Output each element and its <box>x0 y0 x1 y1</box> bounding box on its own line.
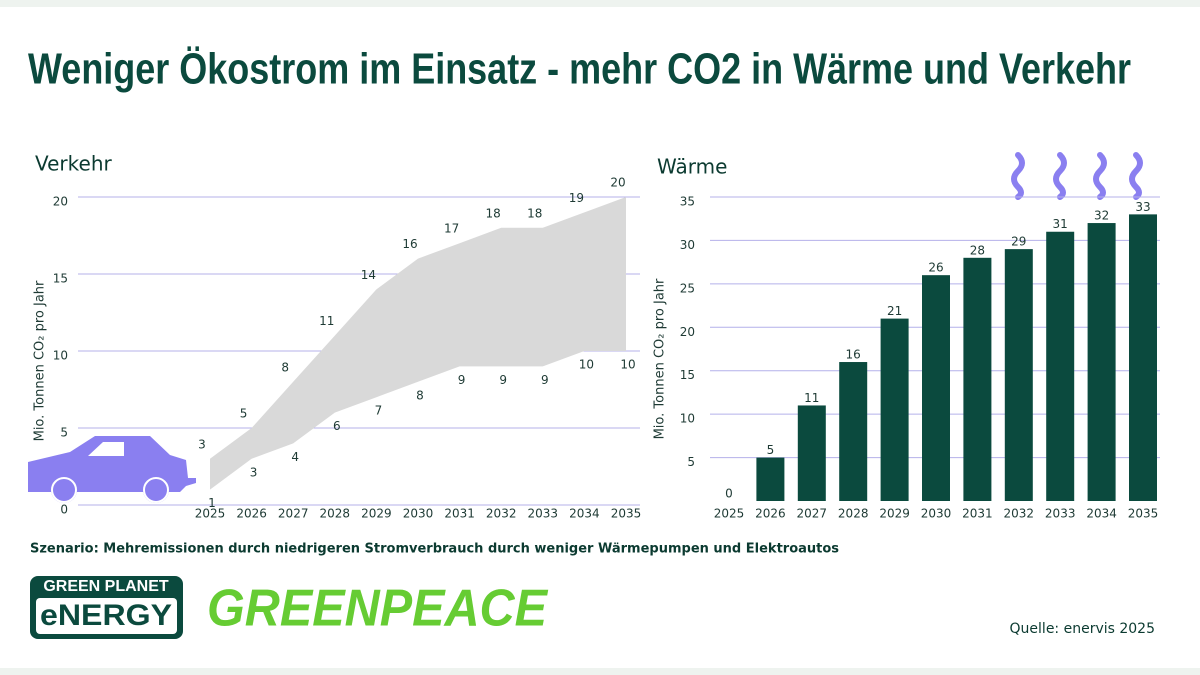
x-tick-label: 2033 <box>1045 507 1076 521</box>
bar <box>922 275 950 501</box>
data-label: 14 <box>361 268 376 282</box>
page-title: Weniger Ökostrom im Einsatz - mehr CO2 i… <box>28 45 1131 94</box>
y-tick-label: 15 <box>680 368 695 382</box>
data-label: 20 <box>610 176 625 190</box>
bar <box>797 405 826 501</box>
chart-title: Verkehr <box>35 152 113 176</box>
data-label: 0 <box>725 487 733 501</box>
logo-text: GREEN PLANET <box>43 578 169 595</box>
x-tick-label: 2032 <box>1004 507 1035 521</box>
data-label: 7 <box>375 404 383 418</box>
data-label: 10 <box>620 358 635 372</box>
car-icon <box>28 436 196 503</box>
y-axis-label: Mio. Tonnen CO₂ pro Jahr <box>653 278 668 439</box>
data-label: 11 <box>319 314 334 328</box>
data-label: 10 <box>579 358 594 372</box>
green-planet-energy-logo: GREEN PLANET eNERGY <box>30 576 183 639</box>
data-label: 21 <box>887 304 902 318</box>
x-tick-label: 2035 <box>611 507 642 521</box>
bar <box>839 362 868 501</box>
x-tick-label: 2033 <box>528 507 559 521</box>
bar <box>1129 214 1157 501</box>
data-label: 32 <box>1094 209 1109 223</box>
steam-icons <box>1011 152 1143 200</box>
x-tick-label: 2030 <box>403 507 434 521</box>
data-label: 33 <box>1135 200 1150 214</box>
data-label: 29 <box>1011 235 1026 249</box>
y-tick-label: 0 <box>60 503 68 517</box>
x-tick-label: 2031 <box>962 507 993 521</box>
x-tick-label: 2025 <box>714 507 745 521</box>
x-tick-label: 2028 <box>320 507 351 521</box>
data-label: 31 <box>1053 217 1068 231</box>
bar <box>756 457 785 501</box>
x-tick-label: 2034 <box>1086 507 1117 521</box>
bar <box>1087 223 1116 502</box>
data-label: 16 <box>402 237 417 251</box>
data-label: 5 <box>240 407 248 421</box>
data-label: 16 <box>846 348 861 362</box>
data-label: 8 <box>416 388 424 402</box>
bar <box>963 257 992 501</box>
y-tick-label: 25 <box>680 281 695 295</box>
x-tick-label: 2031 <box>444 507 475 521</box>
y-tick-label: 5 <box>60 426 68 440</box>
x-tick-label: 2026 <box>236 507 267 521</box>
y-tick-label: 10 <box>53 349 68 363</box>
data-label: 26 <box>928 261 943 275</box>
y-axis-label: Mio. Tonnen CO₂ pro Jahr <box>33 280 48 441</box>
top-band <box>0 0 1200 7</box>
x-tick-label: 2027 <box>278 507 309 521</box>
y-tick-label: 30 <box>680 238 695 252</box>
x-tick-label: 2028 <box>838 507 869 521</box>
scenario-note: Szenario: Mehremissionen durch niedriger… <box>30 542 839 557</box>
x-tick-label: 2032 <box>486 507 517 521</box>
range-area <box>210 197 626 490</box>
data-label: 17 <box>444 222 459 236</box>
data-label: 3 <box>198 437 206 451</box>
x-tick-label: 2026 <box>755 507 786 521</box>
greenpeace-logo: GREENPEACE <box>207 580 548 638</box>
y-tick-label: 20 <box>680 325 695 339</box>
x-tick-label: 2035 <box>1128 507 1159 521</box>
data-label: 9 <box>499 373 507 387</box>
x-tick-label: 2029 <box>879 507 910 521</box>
data-label: 18 <box>527 206 542 220</box>
x-tick-label: 2027 <box>797 507 828 521</box>
data-label: 11 <box>804 391 819 405</box>
bottom-band <box>0 668 1200 675</box>
x-tick-label: 2034 <box>569 507 600 521</box>
bar <box>1046 231 1075 501</box>
source: Quelle: enervis 2025 <box>1010 621 1155 637</box>
data-label: 3 <box>250 465 258 479</box>
data-label: 1 <box>208 496 216 510</box>
data-label: 9 <box>458 373 466 387</box>
bar <box>1004 249 1033 501</box>
x-tick-label: 2030 <box>921 507 952 521</box>
y-tick-label: 5 <box>687 455 695 469</box>
data-label: 18 <box>486 206 501 220</box>
x-tick-label: 2025 <box>195 507 226 521</box>
bar <box>880 318 909 501</box>
data-label: 6 <box>333 419 341 433</box>
chart-title: Wärme <box>657 155 727 179</box>
data-label: 8 <box>281 360 289 374</box>
data-label: 28 <box>970 243 985 257</box>
data-label: 9 <box>541 373 549 387</box>
y-tick-label: 15 <box>53 272 68 286</box>
data-label: 5 <box>767 443 775 457</box>
data-label: 19 <box>569 191 584 205</box>
y-tick-label: 10 <box>680 412 695 426</box>
y-tick-label: 35 <box>680 195 695 209</box>
y-tick-label: 20 <box>53 195 68 209</box>
x-tick-label: 2029 <box>361 507 392 521</box>
logo-text: eNERGY <box>40 599 172 632</box>
data-label: 4 <box>291 450 299 464</box>
